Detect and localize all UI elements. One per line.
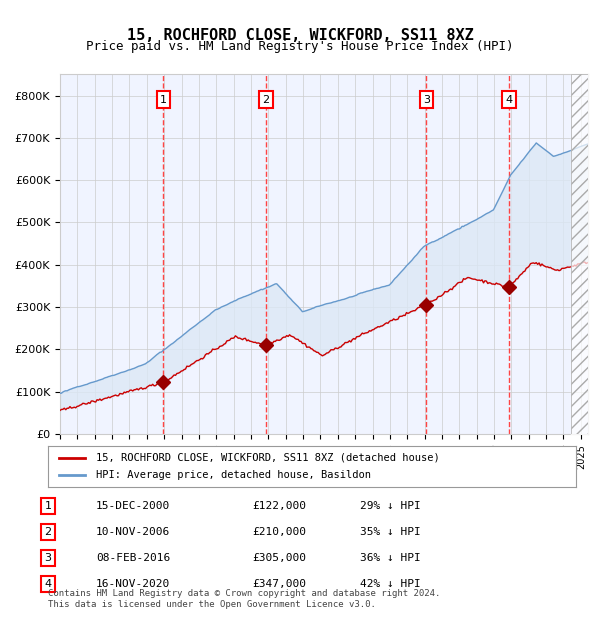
Text: HPI: Average price, detached house, Basildon: HPI: Average price, detached house, Basi… xyxy=(95,471,371,480)
Text: 16-NOV-2020: 16-NOV-2020 xyxy=(96,579,170,589)
Text: 36% ↓ HPI: 36% ↓ HPI xyxy=(360,553,421,563)
Text: 15, ROCHFORD CLOSE, WICKFORD, SS11 8XZ (detached house): 15, ROCHFORD CLOSE, WICKFORD, SS11 8XZ (… xyxy=(95,453,439,463)
Text: 08-FEB-2016: 08-FEB-2016 xyxy=(96,553,170,563)
Text: 2: 2 xyxy=(262,95,269,105)
Text: £210,000: £210,000 xyxy=(252,527,306,537)
Text: Price paid vs. HM Land Registry's House Price Index (HPI): Price paid vs. HM Land Registry's House … xyxy=(86,40,514,53)
Text: 29% ↓ HPI: 29% ↓ HPI xyxy=(360,501,421,511)
Text: £347,000: £347,000 xyxy=(252,579,306,589)
Text: £305,000: £305,000 xyxy=(252,553,306,563)
Text: £122,000: £122,000 xyxy=(252,501,306,511)
Text: 2: 2 xyxy=(44,527,52,537)
Text: Contains HM Land Registry data © Crown copyright and database right 2024.
This d: Contains HM Land Registry data © Crown c… xyxy=(48,590,440,609)
Text: 4: 4 xyxy=(506,95,513,105)
Text: 10-NOV-2006: 10-NOV-2006 xyxy=(96,527,170,537)
Text: 35% ↓ HPI: 35% ↓ HPI xyxy=(360,527,421,537)
Text: 3: 3 xyxy=(423,95,430,105)
Text: 1: 1 xyxy=(44,501,52,511)
Text: 3: 3 xyxy=(44,553,52,563)
Text: 15, ROCHFORD CLOSE, WICKFORD, SS11 8XZ: 15, ROCHFORD CLOSE, WICKFORD, SS11 8XZ xyxy=(127,28,473,43)
Text: 1: 1 xyxy=(160,95,167,105)
Text: 4: 4 xyxy=(44,579,52,589)
Text: 42% ↓ HPI: 42% ↓ HPI xyxy=(360,579,421,589)
Text: 15-DEC-2000: 15-DEC-2000 xyxy=(96,501,170,511)
